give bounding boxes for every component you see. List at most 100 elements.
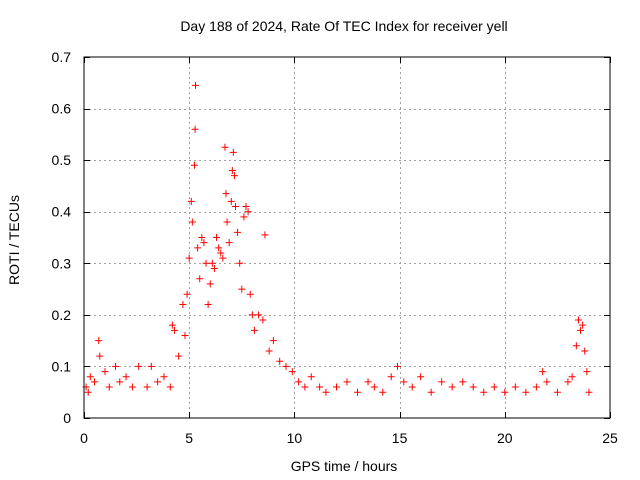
- data-point: [206, 280, 214, 288]
- data-point: [200, 239, 208, 247]
- data-point: [581, 347, 589, 355]
- data-point: [223, 218, 231, 226]
- data-point: [400, 378, 408, 386]
- data-point: [572, 342, 580, 350]
- data-point: [364, 378, 372, 386]
- data-point: [265, 347, 273, 355]
- data-point: [240, 213, 248, 221]
- y-tick-label: 0.6: [52, 101, 72, 117]
- data-point: [579, 321, 587, 329]
- data-point: [490, 383, 498, 391]
- x-tick-label: 15: [392, 430, 408, 446]
- data-point: [128, 383, 136, 391]
- data-point: [231, 203, 239, 211]
- y-tick-label: 0: [63, 410, 71, 426]
- data-point: [86, 373, 94, 381]
- grid-lines: [84, 57, 610, 418]
- data-point: [183, 290, 191, 298]
- data-point: [217, 249, 225, 257]
- data-point: [282, 362, 290, 370]
- data-point: [192, 81, 200, 89]
- data-point: [307, 373, 315, 381]
- data-point: [135, 362, 143, 370]
- data-point: [248, 311, 256, 319]
- plot-frame: [83, 56, 611, 419]
- data-point: [501, 388, 509, 396]
- data-point: [379, 388, 387, 396]
- y-tick-label: 0.3: [52, 255, 72, 271]
- x-tick-label: 10: [287, 430, 303, 446]
- data-point: [246, 290, 254, 298]
- y-tick-labels: 0 0.1 0.2 0.3 0.4 0.5 0.6 0.7: [52, 49, 72, 426]
- data-point: [91, 378, 99, 386]
- data-point: [574, 316, 582, 324]
- x-tick-label: 0: [80, 430, 88, 446]
- data-point: [568, 373, 576, 381]
- y-tick-label: 0.4: [52, 204, 72, 220]
- data-point: [269, 337, 277, 345]
- data-point: [469, 383, 477, 391]
- data-point: [583, 368, 591, 376]
- data-point: [229, 148, 237, 156]
- data-point: [228, 166, 236, 174]
- data-point: [191, 125, 199, 133]
- data-point: [188, 218, 196, 226]
- data-point: [343, 378, 351, 386]
- data-point: [101, 368, 109, 376]
- data-point: [225, 239, 233, 247]
- data-point: [190, 161, 198, 169]
- data-point: [427, 388, 435, 396]
- data-point: [84, 388, 92, 396]
- data-point: [160, 373, 168, 381]
- data-point: [227, 197, 235, 205]
- x-axis-title: GPS time / hours: [291, 458, 398, 474]
- data-point: [185, 254, 193, 262]
- data-point: [234, 228, 242, 236]
- data-point: [105, 383, 113, 391]
- data-point: [219, 254, 227, 262]
- data-point: [208, 259, 216, 267]
- data-point: [459, 378, 467, 386]
- data-point: [196, 275, 204, 283]
- data-point: [170, 326, 178, 334]
- data-point: [168, 321, 176, 329]
- data-point: [295, 378, 303, 386]
- data-point: [222, 190, 230, 198]
- data-point: [261, 231, 269, 239]
- data-point: [204, 301, 212, 309]
- data-point: [179, 301, 187, 309]
- data-points: [82, 81, 593, 396]
- data-point: [332, 383, 340, 391]
- data-point: [122, 373, 130, 381]
- data-point: [301, 383, 309, 391]
- x-tick-label: 25: [602, 430, 618, 446]
- data-point: [553, 388, 561, 396]
- data-point: [198, 234, 206, 241]
- y-tick-label: 0.7: [52, 49, 72, 65]
- data-point: [543, 378, 551, 386]
- data-point: [166, 383, 174, 391]
- data-point: [316, 383, 324, 391]
- data-point: [276, 357, 284, 365]
- data-point: [408, 383, 416, 391]
- data-point: [387, 373, 395, 381]
- data-point: [112, 362, 120, 370]
- data-point: [585, 388, 593, 396]
- y-tick-label: 0.2: [52, 307, 72, 323]
- data-point: [213, 234, 221, 241]
- data-point: [116, 378, 124, 386]
- data-point: [393, 362, 401, 370]
- y-axis-title: ROTI / TECUs: [6, 195, 22, 285]
- x-tick-labels: 0 5 10 15 20 25: [80, 430, 618, 446]
- chart-title: Day 188 of 2024, Rate Of TEC Index for r…: [180, 18, 507, 34]
- data-point: [194, 244, 202, 252]
- data-point: [154, 378, 162, 386]
- data-point: [250, 326, 258, 334]
- y-tick-label: 0.5: [52, 152, 72, 168]
- data-point: [522, 388, 530, 396]
- data-point: [96, 352, 104, 360]
- data-point: [511, 383, 519, 391]
- data-point: [288, 368, 296, 376]
- data-point: [230, 172, 238, 180]
